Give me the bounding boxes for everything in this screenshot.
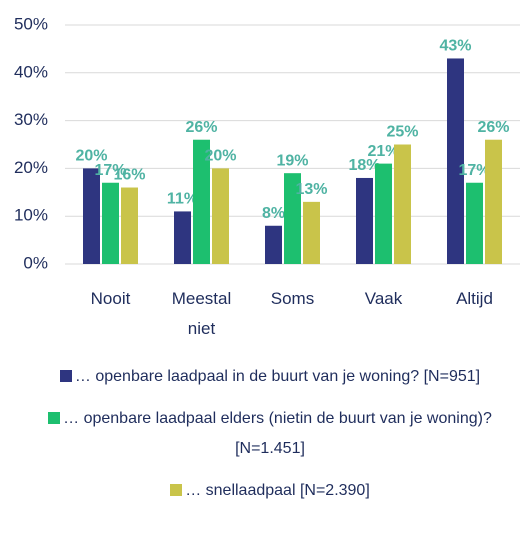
y-tick-label: 40% [14,62,48,81]
data-label: 21% [367,143,399,160]
legend-label: … snellaadpaal [N=2.390] [185,482,370,499]
plot: 0%10%20%30%40%50%20%17%16%11%26%20%8%19%… [14,14,520,272]
bar [375,163,392,264]
bar [284,173,301,264]
data-label: 18% [348,157,380,174]
bar [193,139,210,264]
bar [485,139,502,264]
data-label: 19% [276,152,308,169]
legend-swatch [170,484,183,496]
data-label: 20% [75,148,107,165]
y-tick-label: 0% [23,253,48,272]
y-tick-label: 50% [14,14,48,33]
bar [356,177,373,264]
data-label: 16% [113,167,145,184]
data-label: 26% [185,119,217,136]
data-label: 17% [458,162,490,179]
data-label: 8% [262,205,285,222]
bar [212,168,229,264]
bar [102,182,119,264]
legend-swatch [59,370,72,382]
legend-swatch [48,412,61,424]
x-tick-label: Soms [270,289,315,308]
x-tick-label: Nooit [90,289,131,308]
legend: … openbare laadpaal in de buurt van je w… [40,362,500,518]
bar [265,225,282,264]
data-label: 17% [94,162,126,179]
bar [447,58,464,265]
data-label: 43% [439,38,471,55]
bar [394,144,411,264]
bar [174,211,191,264]
data-label: 13% [295,181,327,198]
y-tick-label: 30% [14,110,48,129]
y-tick-label: 10% [14,206,48,225]
bar [466,182,483,264]
x-tick-label: Meestal niet [171,289,232,338]
legend-label: … openbare laadpaal in de buurt van je w… [74,368,481,385]
x-tick-label: Altijd [456,289,493,308]
bar [303,201,320,264]
bar [83,168,100,264]
x-tick-label: Vaak [364,289,403,308]
y-tick-label: 20% [14,158,48,177]
legend-entry: … openbare laadpaal elders (nietin de bu… [40,404,500,464]
data-label: 26% [477,119,509,136]
legend-entry: … openbare laadpaal in de buurt van je w… [40,362,500,392]
data-label: 25% [386,124,418,141]
data-label: 20% [204,148,236,165]
legend-entry: … snellaadpaal [N=2.390] [40,476,500,506]
legend-label: … openbare laadpaal elders (nietin de bu… [63,410,492,457]
data-label: 11% [167,191,198,208]
bar [121,187,138,264]
